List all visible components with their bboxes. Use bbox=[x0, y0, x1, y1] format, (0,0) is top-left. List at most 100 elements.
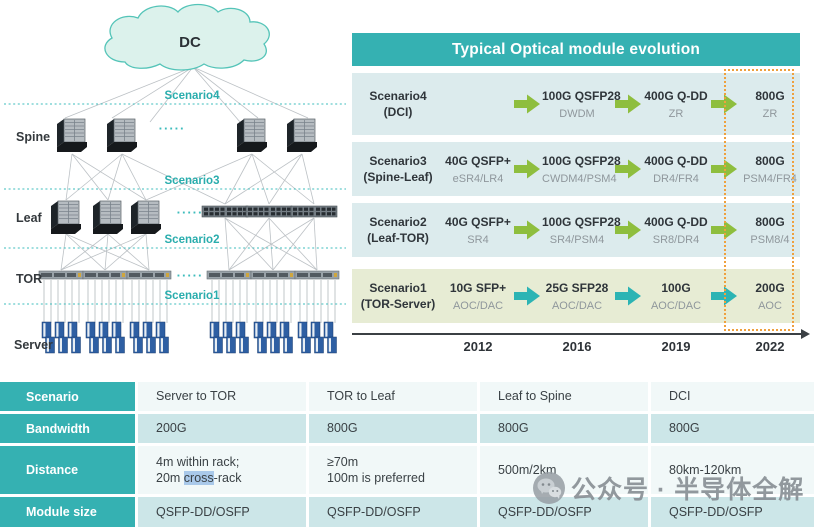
scenario4-label: Scenario4 bbox=[165, 90, 221, 102]
server-group bbox=[210, 322, 249, 353]
arrow-icon bbox=[612, 220, 644, 240]
module-cell: 100G AOC/DAC bbox=[650, 281, 702, 313]
module-cell: 800G PSM8/4 bbox=[750, 215, 790, 247]
row-header-distance: Distance bbox=[0, 446, 135, 494]
arrow-icon bbox=[512, 94, 542, 114]
table-cell: 800G bbox=[309, 414, 477, 443]
table-cell: 200G bbox=[138, 414, 306, 443]
server-group bbox=[298, 322, 337, 353]
server-group bbox=[86, 322, 125, 353]
table-cell: QSFP-DD/OSFP bbox=[651, 497, 814, 527]
module-cell: 200G AOC bbox=[755, 281, 785, 313]
evolution-rows: Scenario4 (DCI) 100G QSFP28 DWDM 400G Q-D… bbox=[352, 69, 800, 331]
layer-label-server: Server bbox=[14, 338, 53, 352]
evolution-row-scenario2: Scenario2 (Leaf-TOR) 40G QSFP+ SR4 100G Q… bbox=[352, 203, 800, 257]
server-group bbox=[130, 322, 169, 353]
leaf-ellipsis: ····· bbox=[177, 205, 204, 220]
table-cell: 800G bbox=[651, 414, 814, 443]
row-header-scenario: Scenario bbox=[0, 382, 135, 411]
panel-title: Typical Optical module evolution bbox=[352, 33, 800, 66]
arrow-icon bbox=[708, 286, 740, 306]
scenario3-label: Scenario3 bbox=[165, 175, 220, 187]
spine-ellipsis: ····· bbox=[159, 121, 186, 136]
evolution-row-scenario4: Scenario4 (DCI) 100G QSFP28 DWDM 400G Q-D… bbox=[352, 73, 800, 135]
server-groups bbox=[42, 322, 337, 353]
table-cell: 500m/2km bbox=[480, 446, 648, 494]
row-scenario-label: Scenario1 (TOR-Server) bbox=[360, 280, 436, 311]
module-cell: 40G QSFP+ SR4 bbox=[445, 215, 511, 247]
table-cell-distance-tor-leaf: ≥70m 100m is preferred bbox=[309, 446, 477, 494]
module-cell: 800G PSM4/FR4 bbox=[743, 154, 797, 186]
table-cell: Leaf to Spine bbox=[480, 382, 648, 411]
module-cell: 10G SFP+ AOC/DAC bbox=[449, 281, 507, 313]
scenario2-label: Scenario2 bbox=[165, 234, 220, 246]
module-cell: 400G Q-DD DR4/FR4 bbox=[644, 154, 708, 186]
tor-switch bbox=[82, 270, 128, 280]
leaf-switch bbox=[130, 200, 162, 235]
year-label: 2012 bbox=[463, 339, 493, 354]
row-scenario-label: Scenario3 (Spine-Leaf) bbox=[363, 153, 433, 184]
tor-ellipsis: ····· bbox=[177, 268, 204, 283]
layer-label-tor: TOR bbox=[16, 272, 42, 286]
year-label: 2022 bbox=[755, 339, 785, 354]
layer-label-leaf: Leaf bbox=[16, 211, 43, 225]
table-cell: QSFP-DD/OSFP bbox=[309, 497, 477, 527]
table-cell: Server to TOR bbox=[138, 382, 306, 411]
spine-switch bbox=[236, 118, 268, 153]
module-cell: 100G QSFP28 CWDM4/PSM4 bbox=[542, 154, 621, 186]
leaf-switch bbox=[50, 200, 82, 235]
selected-text: cross bbox=[183, 471, 214, 485]
network-topology-diagram: DC ····· ····· ····· bbox=[4, 3, 346, 378]
row-header-module-size: Module size bbox=[0, 497, 135, 527]
layer-label-spine: Spine bbox=[16, 130, 50, 144]
year-label: 2019 bbox=[661, 339, 691, 354]
table-cell: 80km-120km bbox=[651, 446, 814, 494]
module-cell: 400G Q-DD ZR bbox=[644, 89, 708, 121]
arrow-icon bbox=[708, 94, 740, 114]
tor-switch bbox=[126, 270, 172, 280]
dc-cloud-label: DC bbox=[179, 34, 201, 51]
scenario-separator-lines bbox=[4, 103, 346, 305]
arrow-icon bbox=[612, 286, 644, 306]
module-cell: 25G SFP28 AOC/DAC bbox=[545, 281, 609, 313]
table-cell: TOR to Leaf bbox=[309, 382, 477, 411]
arrow-icon bbox=[612, 94, 644, 114]
row-scenario-label: Scenario4 (DCI) bbox=[369, 88, 427, 119]
arrow-icon bbox=[512, 220, 542, 240]
leaf-switch bbox=[290, 205, 338, 218]
spine-switches bbox=[56, 118, 318, 153]
year-label: 2016 bbox=[562, 339, 592, 354]
scenario1-label: Scenario1 bbox=[165, 290, 221, 302]
arrow-icon bbox=[512, 286, 542, 306]
evolution-row-scenario3: Scenario3 (Spine-Leaf) 40G QSFP+ eSR4/LR4… bbox=[352, 142, 800, 196]
spine-switch bbox=[286, 118, 318, 153]
module-cell: 100G QSFP28 SR4/PSM4 bbox=[542, 215, 621, 247]
leaf-switch bbox=[201, 205, 249, 218]
module-cell: 100G QSFP28 DWDM bbox=[542, 89, 621, 121]
topology-links bbox=[60, 66, 318, 271]
server-group bbox=[254, 322, 293, 353]
table-cell-distance-server-tor: 4m within rack; 20m cross-rack bbox=[138, 446, 306, 494]
row-header-bandwidth: Bandwidth bbox=[0, 414, 135, 443]
dc-cloud bbox=[104, 3, 270, 71]
table-cell: DCI bbox=[651, 382, 814, 411]
module-cell: 40G QSFP+ eSR4/LR4 bbox=[445, 154, 511, 186]
table-cell: QSFP-DD/OSFP bbox=[138, 497, 306, 527]
timeline-years: 2012 2016 2019 2022 bbox=[352, 339, 800, 354]
spine-switch bbox=[106, 118, 138, 153]
leaf-switch bbox=[245, 205, 293, 218]
arrow-icon bbox=[612, 159, 644, 179]
tor-switch bbox=[38, 270, 84, 280]
timeline-arrowhead bbox=[801, 329, 810, 339]
spine-switch bbox=[56, 118, 88, 153]
timeline-axis bbox=[352, 329, 810, 339]
arrow-icon bbox=[512, 159, 542, 179]
tor-switch bbox=[206, 270, 252, 280]
scenario-comparison-table: Scenario Server to TOR TOR to Leaf Leaf … bbox=[0, 382, 814, 527]
evolution-row-scenario1: Scenario1 (TOR-Server) 10G SFP+ AOC/DAC 2… bbox=[352, 269, 800, 323]
tor-switch bbox=[250, 270, 296, 280]
module-cell: 800G ZR bbox=[755, 89, 785, 121]
table-cell: 800G bbox=[480, 414, 648, 443]
tor-switch bbox=[294, 270, 340, 280]
table-cell: QSFP-DD/OSFP bbox=[480, 497, 648, 527]
